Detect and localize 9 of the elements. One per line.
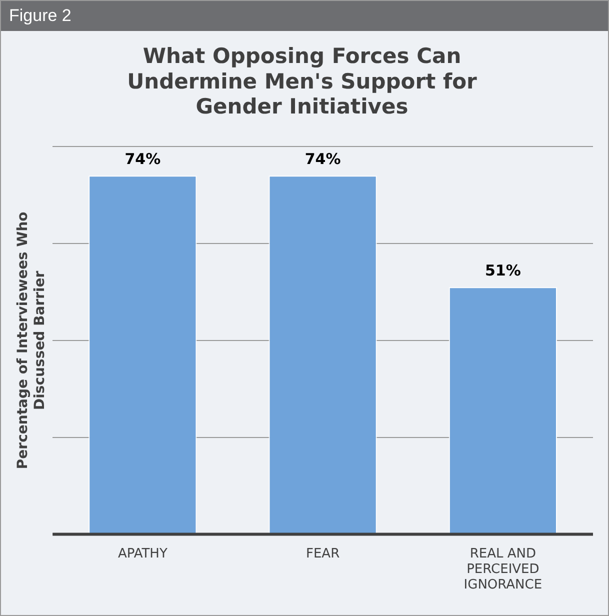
chart-title: What Opposing Forces Can Undermine Men's Support for Gender Initiatives: [127, 44, 478, 118]
y-axis-title: Percentage of Interviewees Who Discussed Barrier: [15, 211, 48, 470]
x-tick-label: FEAR: [306, 546, 340, 562]
x-tick-label: APATHY: [118, 546, 168, 562]
data-label: 74%: [124, 150, 161, 168]
data-label: 74%: [304, 150, 341, 168]
caption: Figure 2: [1, 1, 608, 31]
x-tick-label: REAL AND PERCEIVED IGNORANCE: [464, 546, 542, 593]
data-label: 51%: [484, 261, 521, 280]
